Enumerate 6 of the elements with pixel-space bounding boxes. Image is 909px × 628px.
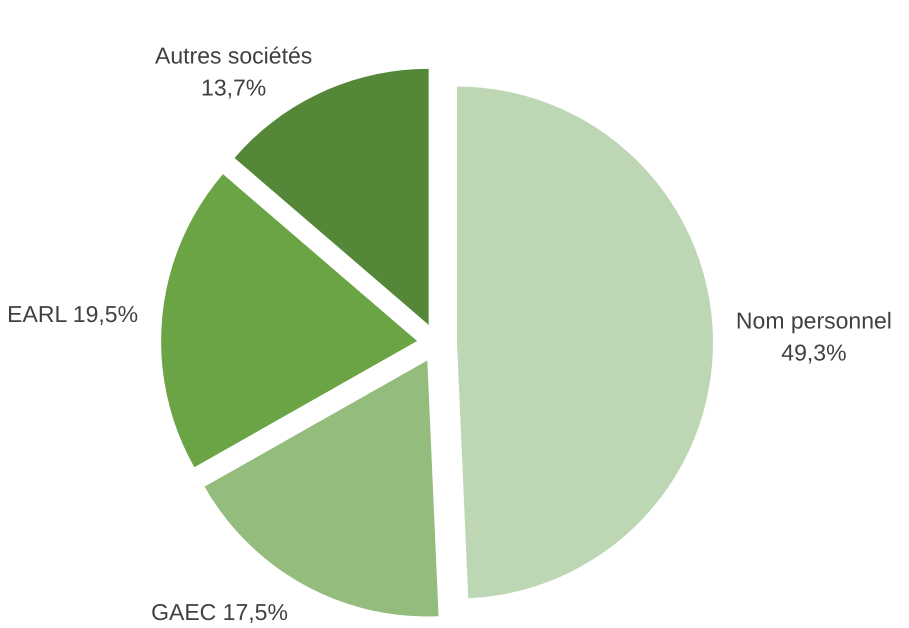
slice-label: EARL 19,5%	[7, 300, 138, 327]
data-label: 49,3%	[781, 339, 847, 366]
slice-label: Autres sociétés	[155, 42, 312, 68]
data-label: 13,7%	[201, 74, 266, 100]
slice-label: GAEC 17,5%	[151, 599, 288, 626]
slice-label: Nom personnel	[736, 307, 892, 334]
